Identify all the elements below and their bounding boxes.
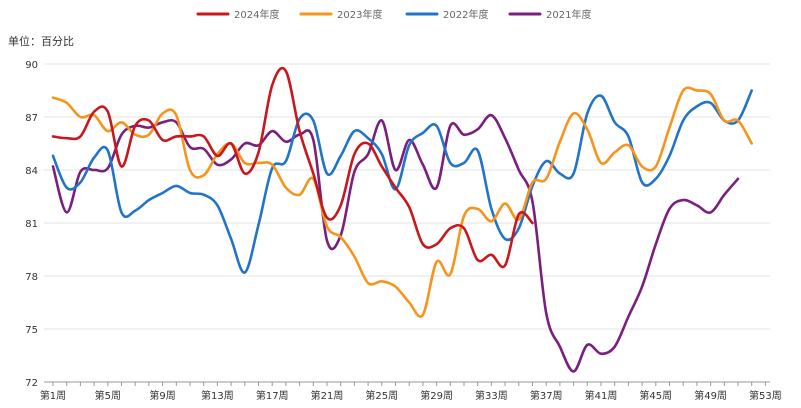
x-tick-label: 第41周: [585, 389, 618, 402]
legend-item[interactable]: 2022年度: [405, 8, 488, 21]
x-tick-label: 第29周: [420, 389, 453, 402]
series-lines: [51, 66, 753, 373]
x-tick-label: 第25周: [365, 389, 398, 402]
x-tick-label: 第9周: [149, 389, 175, 402]
legend-item[interactable]: 2023年度: [299, 8, 382, 21]
y-tick-label: 72: [25, 378, 38, 389]
y-tick-label: 78: [25, 272, 38, 283]
x-tick-label: 第17周: [256, 389, 289, 402]
legend-label: 2023年度: [337, 8, 382, 21]
series-line-2022年度: [51, 89, 753, 274]
y-axis: 72 75 78 81 84 87 90: [25, 60, 38, 389]
x-tick-label: 第13周: [201, 389, 234, 402]
x-tick-label: 第1周: [40, 389, 66, 402]
gridlines: [44, 63, 770, 383]
series-line-2023年度: [51, 86, 753, 318]
y-tick-label: 90: [25, 60, 38, 71]
legend-label: 2024年度: [234, 8, 279, 21]
y-tick-label: 81: [25, 219, 38, 230]
legend-item[interactable]: 2024年度: [196, 8, 279, 21]
y-tick-label: 84: [25, 166, 38, 177]
x-tick-label: 第33周: [475, 389, 508, 402]
y-tick-label: 87: [25, 113, 38, 124]
legend: 2024年度 2023年度 2022年度 2021年度: [196, 8, 591, 21]
x-tick-label: 第53周: [749, 389, 782, 402]
series-line-2024年度: [51, 66, 534, 269]
x-tick-label: 第37周: [530, 389, 563, 402]
x-tick-label: 第21周: [311, 389, 344, 402]
x-axis: 第1周 第5周 第9周 第13周 第17周 第21周 第25周 第29周 第33周 第37周 第41…: [40, 381, 782, 402]
series-line-2021年度: [51, 113, 740, 373]
x-tick-label: 第5周: [95, 389, 121, 402]
y-tick-label: 75: [25, 325, 38, 336]
legend-item[interactable]: 2021年度: [508, 8, 591, 21]
unit-label: 单位：百分比: [8, 34, 74, 48]
x-tick-label: 第45周: [639, 389, 672, 402]
x-tick-label: 第49周: [694, 389, 727, 402]
legend-label: 2022年度: [443, 8, 488, 21]
legend-label: 2021年度: [546, 8, 591, 21]
